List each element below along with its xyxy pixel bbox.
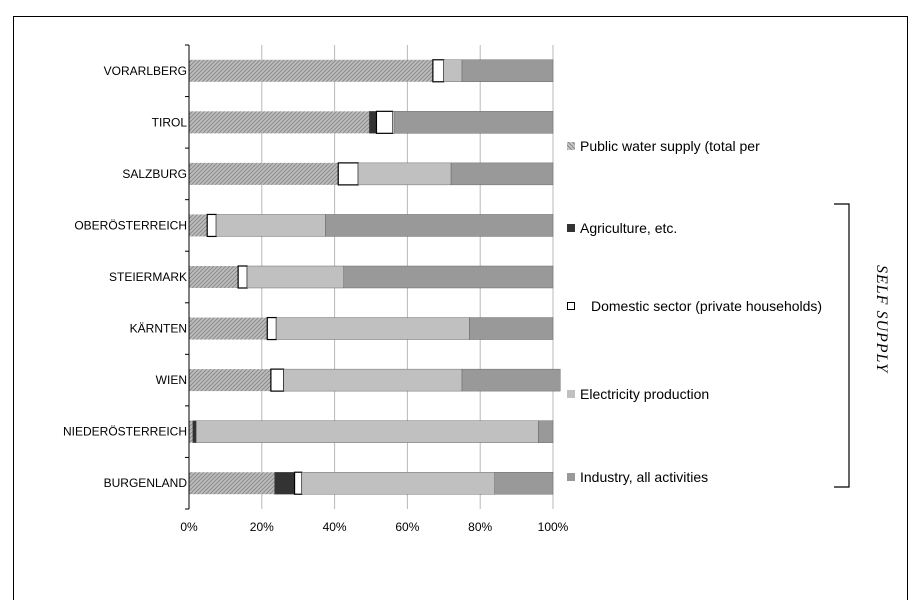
bar-segment	[394, 111, 554, 134]
bar-segment	[266, 316, 277, 341]
x-tick-label: 60%	[395, 520, 419, 534]
bar-segment	[192, 420, 197, 443]
legend-label: Agriculture, etc.	[580, 220, 678, 236]
bar-segment	[189, 214, 208, 237]
category-label: VORARLBERG	[104, 64, 187, 78]
category-label: WIEN	[156, 373, 187, 387]
x-tick-label: 40%	[323, 520, 347, 534]
bar-segment	[270, 368, 285, 392]
x-tick-label: 80%	[468, 520, 492, 534]
bar-segment	[283, 368, 463, 392]
bar-segment	[461, 59, 554, 82]
bar-segment	[237, 265, 248, 289]
axis: 0% 20% 40% 60% 80% 100%	[180, 44, 569, 534]
bar-segment	[293, 471, 303, 495]
category-label: KÄRNTEN	[130, 322, 187, 336]
category-label: NIEDERÖSTERREICH	[63, 425, 187, 439]
bar-segment	[494, 472, 554, 495]
bar-segment	[461, 368, 561, 392]
bar-segment	[196, 420, 539, 443]
legend-label: Public water supply (total per	[580, 138, 760, 154]
bar-segment	[358, 162, 452, 186]
self-supply-bracket	[834, 203, 850, 488]
bar-segment	[189, 369, 271, 392]
bar-segment	[432, 59, 445, 83]
bar-segment	[189, 472, 275, 495]
bar-segment	[325, 214, 554, 237]
legend-swatch	[567, 224, 575, 232]
bar-segment	[189, 59, 433, 82]
bar-segment	[343, 265, 554, 289]
bar-segment	[443, 59, 463, 82]
bar-segment	[538, 420, 554, 443]
x-tick-label: 100%	[538, 520, 569, 534]
category-label: TIROL	[152, 115, 188, 129]
category-label: OBERÖSTERREICH	[74, 218, 187, 232]
bar-segment	[216, 214, 326, 237]
self-supply-label: SELF SUPPLY	[873, 265, 890, 374]
bar-segment	[189, 162, 339, 185]
bar-segment	[189, 266, 239, 288]
x-tick-label: 20%	[250, 520, 274, 534]
legend-label: Electricity production	[580, 386, 710, 402]
chart-frame	[13, 16, 908, 600]
legend-label: Domestic sector (private households)	[591, 298, 823, 314]
bar-segment	[189, 111, 370, 134]
legend-swatch	[567, 142, 575, 150]
bar-segment	[392, 111, 395, 134]
category-label: STEIERMARK	[109, 270, 187, 284]
legend-swatch	[567, 390, 575, 398]
bar-segment	[375, 110, 394, 134]
bar-segment	[368, 111, 377, 134]
bar-segment	[450, 162, 554, 186]
bar-segment	[276, 317, 470, 340]
bars: VORARLBERG TIROL SALZBURG OBERÖSTERREICH STE…	[63, 59, 561, 495]
legend-swatch	[567, 473, 575, 481]
bar-segment	[337, 162, 359, 186]
bar-segment	[274, 472, 295, 495]
bar-segment	[301, 472, 495, 495]
bar-segment	[206, 213, 217, 238]
bar-segment	[189, 317, 268, 340]
legend-swatch	[567, 302, 575, 310]
x-tick-label: 0%	[180, 520, 198, 534]
bar-segment	[189, 420, 193, 443]
category-label: BURGENLAND	[104, 476, 188, 490]
legend-label: Industry, all activities	[580, 469, 709, 485]
bar-segment	[247, 265, 344, 289]
category-label: SALZBURG	[122, 167, 187, 181]
bracket-line	[834, 203, 850, 488]
bar-segment	[469, 317, 554, 340]
